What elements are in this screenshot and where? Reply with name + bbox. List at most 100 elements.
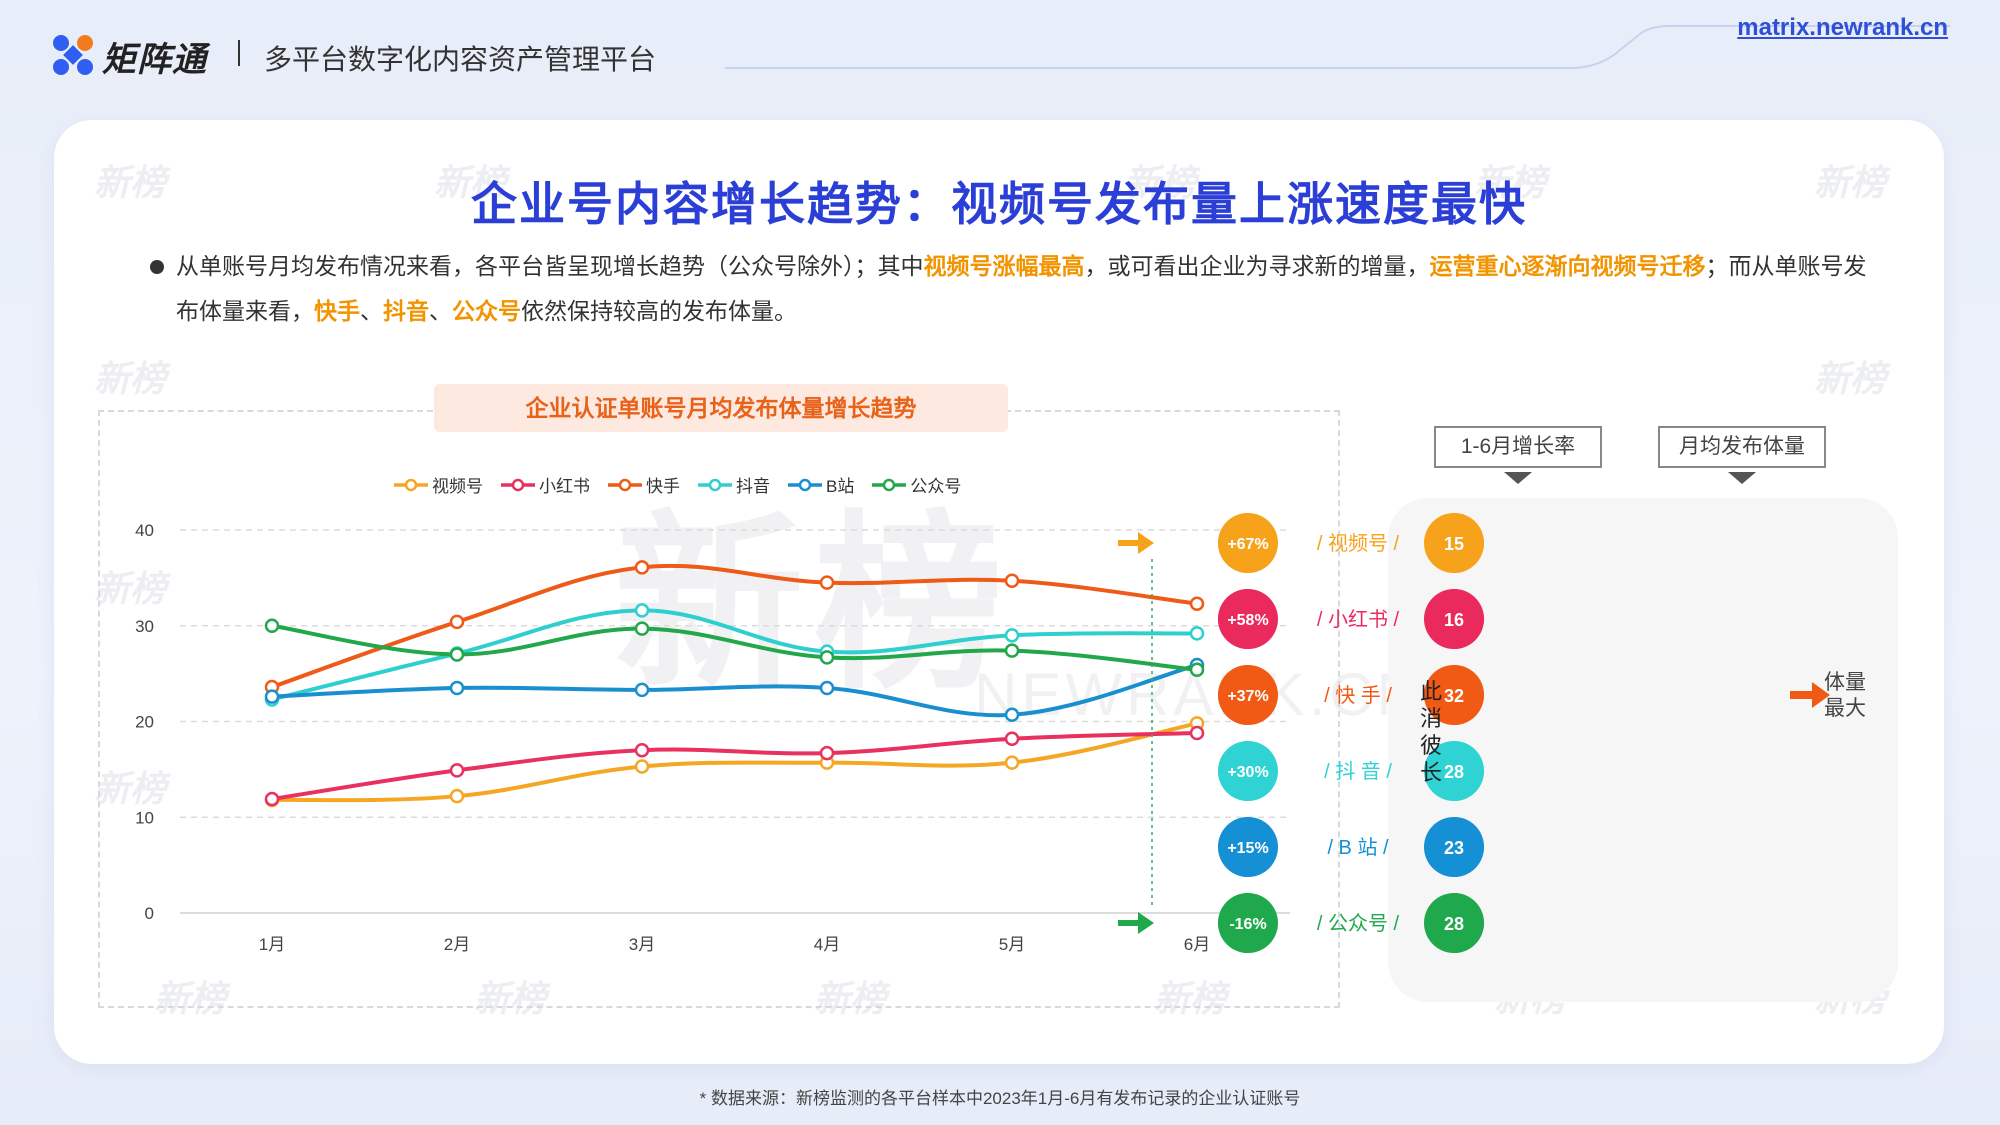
legend-swatch xyxy=(698,478,732,491)
data-point xyxy=(1189,662,1205,678)
side-label-char: 消 xyxy=(1419,706,1442,731)
y-tick-label: 30 xyxy=(135,617,154,636)
data-point xyxy=(1189,725,1205,741)
down-arrow-icon xyxy=(1504,472,1532,484)
x-tick-label: 5月 xyxy=(999,935,1025,954)
rate-badge-circle xyxy=(1218,513,1278,573)
watermark: 新榜 xyxy=(1124,162,1197,203)
data-point xyxy=(264,791,280,807)
y-tick-label: 10 xyxy=(135,808,154,827)
watermark: 新榜 xyxy=(1814,358,1887,399)
side-label-char: 长 xyxy=(1419,760,1442,785)
legend-item: 公众号 xyxy=(872,472,961,497)
rate-value: +30% xyxy=(1227,764,1268,781)
x-tick-label: 1月 xyxy=(259,935,285,954)
data-point xyxy=(1004,643,1020,658)
series-line xyxy=(271,663,1198,718)
bullet-dot xyxy=(150,260,164,274)
rate-value: +58% xyxy=(1227,612,1268,629)
growth-rows: +67% / 视频号 / 15 +58% / 小红书 / 16 +37% / 快 手 / 32 +… xyxy=(1118,513,1830,953)
data-point xyxy=(449,614,465,630)
desc-highlight: 视频号涨幅最高 xyxy=(923,253,1085,279)
y-tick-label: 0 xyxy=(145,904,154,923)
arrow-right-icon xyxy=(1790,682,1830,708)
volume-badge-circle xyxy=(1424,589,1484,649)
arrow-right-icon xyxy=(1118,532,1154,554)
volume-value: 32 xyxy=(1444,686,1464,706)
desc-text: 、 xyxy=(429,298,452,324)
legend-swatch xyxy=(394,478,428,491)
watermark: 新榜 xyxy=(474,978,547,1019)
watermark: 新榜 xyxy=(434,162,507,203)
chart-title: 企业认证单账号月均发布体量增长趋势 xyxy=(434,384,1008,432)
data-point xyxy=(634,603,650,618)
data-point xyxy=(1004,731,1020,746)
footnote: * 数据来源：新榜监测的各平台样本中2023年1月-6月有发布记录的企业认证账号 xyxy=(699,1089,1301,1108)
legend-label: 视频号 xyxy=(432,477,483,496)
volume-value: 28 xyxy=(1444,762,1464,782)
down-arrow-icon xyxy=(1728,472,1756,484)
legend-item: 小红书 xyxy=(501,472,590,497)
volume-note: 体量 最大 xyxy=(1824,670,1866,722)
data-point xyxy=(1004,755,1020,770)
platform-label: / 抖 音 / xyxy=(1324,760,1392,783)
desc-text: 从单账号月均发布情况来看，各平台皆呈现增长趋势（公众号除外）；其中 xyxy=(176,253,924,279)
watermark: 新榜 xyxy=(154,978,227,1019)
volume-badge-circle xyxy=(1424,741,1484,801)
data-point xyxy=(1004,573,1020,588)
watermark: 新榜 xyxy=(94,162,167,203)
volume-badge-circle xyxy=(1424,513,1484,573)
rate-value: +15% xyxy=(1227,840,1268,857)
volume-badge-circle xyxy=(1424,665,1484,725)
legend-item: B站 xyxy=(788,472,854,497)
header-decor-line xyxy=(725,25,1950,69)
growth-rate-header: 1-6月增长率 xyxy=(1434,426,1602,468)
data-point xyxy=(449,680,465,696)
data-point xyxy=(634,682,650,698)
volume-value: 15 xyxy=(1444,534,1464,554)
data-point xyxy=(1189,626,1205,641)
data-point xyxy=(1189,596,1205,611)
legend-label: 抖音 xyxy=(736,477,770,496)
legend-label: 小红书 xyxy=(539,477,590,496)
data-point xyxy=(1004,707,1020,723)
series-line xyxy=(271,623,1198,672)
legend-swatch xyxy=(501,478,535,491)
watermark: 新榜 xyxy=(1814,162,1887,203)
volume-badge-circle xyxy=(1424,893,1484,953)
legend-swatch xyxy=(608,478,642,491)
data-point xyxy=(264,618,280,633)
header-subtitle: 多平台数字化内容资产管理平台 xyxy=(264,44,657,75)
watermark: 新榜 xyxy=(94,358,167,399)
rate-badge-circle xyxy=(1218,589,1278,649)
brand-name: 矩阵通 xyxy=(102,41,207,79)
series-line xyxy=(271,721,1198,803)
arrow-right-icon xyxy=(1118,912,1154,934)
y-tick-label: 20 xyxy=(135,713,154,732)
desc-highlight: 运营重心逐渐向视频号迁移 xyxy=(1429,253,1706,279)
legend-swatch xyxy=(788,478,822,491)
series-line xyxy=(271,563,1198,689)
volume-note-line: 体量 xyxy=(1824,671,1866,694)
page-header: 矩阵通 多平台数字化内容资产管理平台 xyxy=(52,30,1952,80)
rate-value: +67% xyxy=(1227,536,1268,553)
rate-value: -16% xyxy=(1229,916,1266,933)
chart-legend: 视频号 小红书 快手 抖音 B站 公众号 xyxy=(394,472,961,497)
watermark: 新榜 xyxy=(1154,978,1227,1019)
series-line xyxy=(271,730,1198,802)
rate-badge-circle xyxy=(1218,893,1278,953)
side-label-char: 此 xyxy=(1419,679,1442,704)
desc-highlight: 快手 xyxy=(314,298,360,324)
slide-title: 企业号内容增长趋势：视频号发布量上涨速度最快 xyxy=(471,178,1527,230)
watermark: 新榜 xyxy=(814,978,887,1019)
logo-icon xyxy=(53,35,93,75)
volume-value: 16 xyxy=(1444,610,1464,630)
volume-value: 23 xyxy=(1444,838,1464,858)
content-card: 新榜 新榜 新榜 新榜 新榜 新榜 新榜 新榜 新榜 新榜 新榜 新榜 新榜 新… xyxy=(54,120,1944,1064)
site-link[interactable]: matrix.newrank.cn xyxy=(1737,14,1948,41)
x-tick-label: 3月 xyxy=(629,935,655,954)
platform-label: / 视频号 / xyxy=(1317,532,1400,555)
rate-badge-circle xyxy=(1218,741,1278,801)
platform-label: / 公众号 / xyxy=(1317,912,1400,935)
platform-label: / B 站 / xyxy=(1327,836,1389,859)
